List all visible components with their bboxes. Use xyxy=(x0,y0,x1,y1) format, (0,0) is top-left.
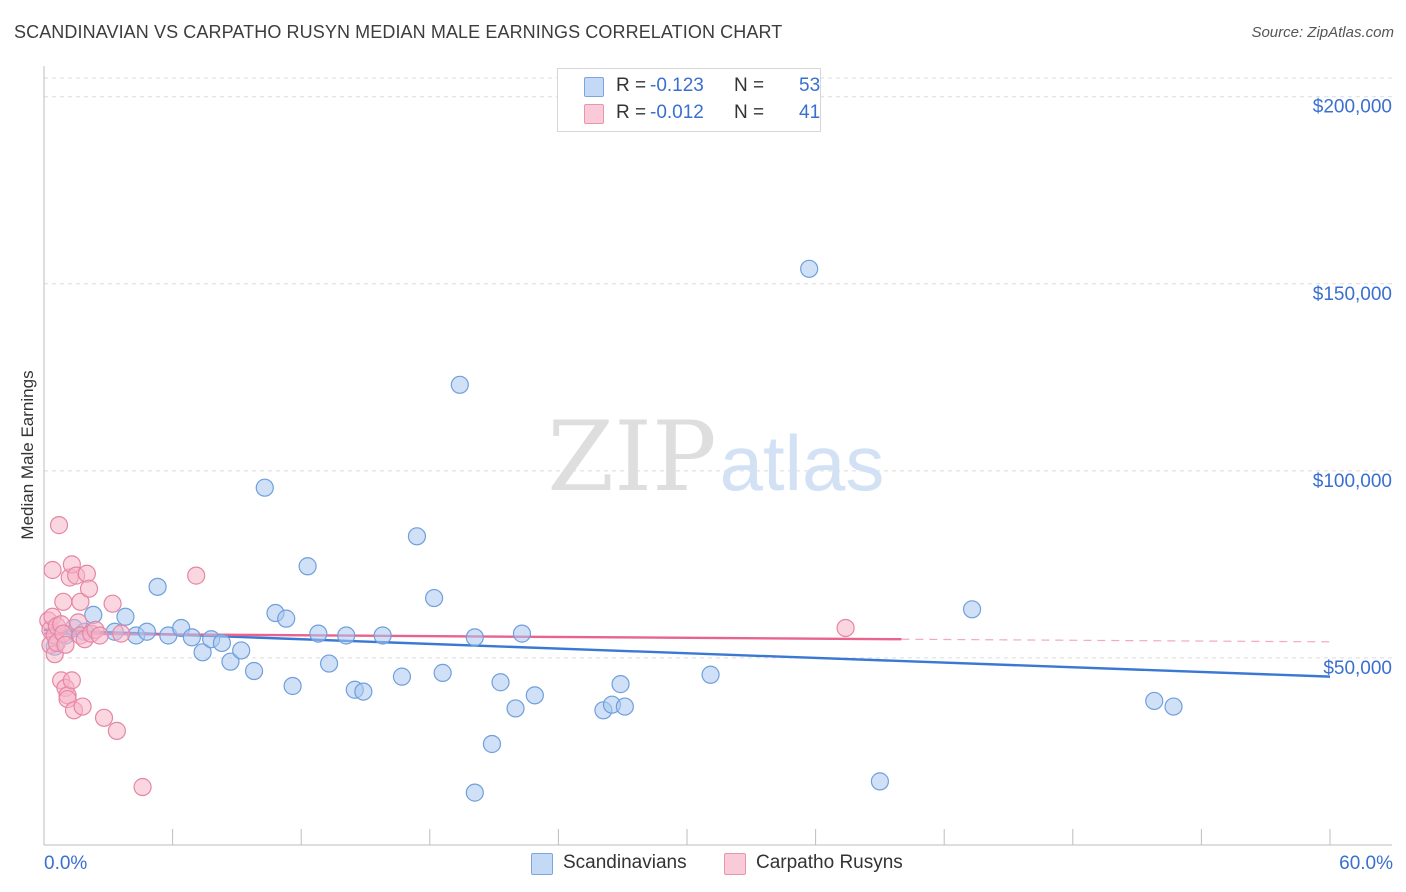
scandinavian-point xyxy=(482,734,502,754)
scandinavian-point xyxy=(506,699,525,718)
scandinavian-point xyxy=(277,609,296,628)
carpatho-rusyn-point xyxy=(56,635,75,654)
y-tick-label: $200,000 xyxy=(1313,97,1392,118)
source-credit: Source: ZipAtlas.com xyxy=(1251,24,1394,41)
carpatho-rusyn-point xyxy=(112,624,131,643)
y-tick-label: $100,000 xyxy=(1313,471,1392,492)
scandinavian-point xyxy=(337,626,356,645)
watermark: ZIP atlas xyxy=(547,401,884,513)
legend-r-label: R = xyxy=(616,102,647,123)
scandinavian-point xyxy=(283,676,302,696)
carpatho-rusyn-point xyxy=(187,566,206,585)
scandinavian-trendline xyxy=(43,628,1331,678)
y-tick-label: $50,000 xyxy=(1323,658,1392,679)
scandinavian-point xyxy=(491,673,510,692)
carpatho-rusyn-point xyxy=(94,708,114,727)
carpatho-rusyn-point xyxy=(836,618,855,638)
scandinavian-point xyxy=(137,622,156,641)
carpatho-rusyn-point xyxy=(77,564,96,583)
scandinavian-point xyxy=(232,641,251,660)
legend-swatch-blue xyxy=(584,77,604,97)
legend-n-value: 53 xyxy=(799,75,821,96)
legend-swatch-pink xyxy=(584,104,604,124)
legend-label: Scandinavians xyxy=(563,852,687,873)
legend-r-value: -0.123 xyxy=(650,75,704,96)
watermark-atlas: atlas xyxy=(720,419,885,507)
legend-r-value: -0.012 xyxy=(650,102,704,123)
legend-n-label: N = xyxy=(734,75,765,96)
data-points xyxy=(39,259,1183,802)
scandinavian-point xyxy=(962,600,982,619)
scandinavian-point xyxy=(84,605,103,625)
carpatho-rusyn-point xyxy=(49,516,69,535)
scandinavian-point xyxy=(870,772,890,791)
scandinavian-point xyxy=(615,697,634,716)
scandinavian-point xyxy=(193,643,212,662)
watermark-zip: ZIP xyxy=(547,401,716,513)
scandinavian-point xyxy=(407,527,427,546)
scandinavian-point xyxy=(433,663,452,682)
legend-label: Carpatho Rusyns xyxy=(756,852,903,873)
scandinavian-point xyxy=(309,624,328,643)
scandinavian-point xyxy=(450,375,469,394)
carpatho-rusyn-point xyxy=(54,592,73,611)
scandinavian-point xyxy=(701,665,720,684)
scandinavian-point xyxy=(392,667,412,686)
y-tick-label: $150,000 xyxy=(1313,284,1392,305)
chart-title: SCANDINAVIAN VS CARPATHO RUSYN MEDIAN MA… xyxy=(14,22,783,42)
scandinavian-point xyxy=(148,577,167,596)
tick-labels: $50,000 $100,000 $150,000 $200,000 0.0% 60.0% xyxy=(44,97,1393,874)
scandinavian-point xyxy=(424,588,444,608)
scandinavian-point xyxy=(373,626,392,645)
carpatho-rusyn-point xyxy=(90,626,109,645)
x-tick-label-start: 0.0% xyxy=(44,853,87,874)
carpatho-rusyn-point xyxy=(62,671,81,690)
legend-n-value: 41 xyxy=(799,102,821,123)
legend-swatch-blue xyxy=(531,853,553,875)
scandinavian-point xyxy=(800,259,819,278)
scandinavian-point xyxy=(116,607,135,626)
axes xyxy=(43,66,1392,846)
carpatho-rusyn-point xyxy=(133,777,152,797)
scandinavian-point xyxy=(182,628,201,647)
scandinavian-point xyxy=(354,682,373,701)
scandinavian-point xyxy=(298,557,317,576)
scandinavian-point xyxy=(212,633,231,653)
carpatho-rusyn-trendline xyxy=(901,638,1331,643)
scandinavian-point xyxy=(244,661,264,681)
carpatho-rusyn-point xyxy=(71,592,90,611)
carpatho-rusyn-point xyxy=(79,579,99,598)
scandinavian-point xyxy=(465,628,484,647)
scandinavian-point xyxy=(1164,697,1183,716)
x-tick-label-end: 60.0% xyxy=(1339,853,1393,874)
correlation-legend: R = -0.123 N = 53 R = -0.012 N = 41 xyxy=(557,68,821,132)
legend-r-label: R = xyxy=(616,75,647,96)
scandinavian-point xyxy=(525,686,544,705)
carpatho-rusyn-point xyxy=(73,697,92,716)
legend-n-label: N = xyxy=(734,102,765,123)
scandinavian-point xyxy=(255,478,274,497)
carpatho-rusyn-point xyxy=(107,721,126,740)
scandinavian-point xyxy=(1145,691,1164,711)
scandinavian-point xyxy=(512,624,532,643)
scandinavian-point xyxy=(611,675,630,694)
scandinavian-point xyxy=(465,783,484,802)
legend-swatch-pink xyxy=(724,853,746,875)
carpatho-rusyn-point xyxy=(43,560,62,580)
scandinavian-point xyxy=(221,652,240,671)
carpatho-rusyn-point xyxy=(103,594,122,613)
series-legend: Scandinavians Carpatho Rusyns xyxy=(0,852,1406,878)
scandinavian-point xyxy=(319,654,339,673)
gridlines xyxy=(44,77,1392,659)
